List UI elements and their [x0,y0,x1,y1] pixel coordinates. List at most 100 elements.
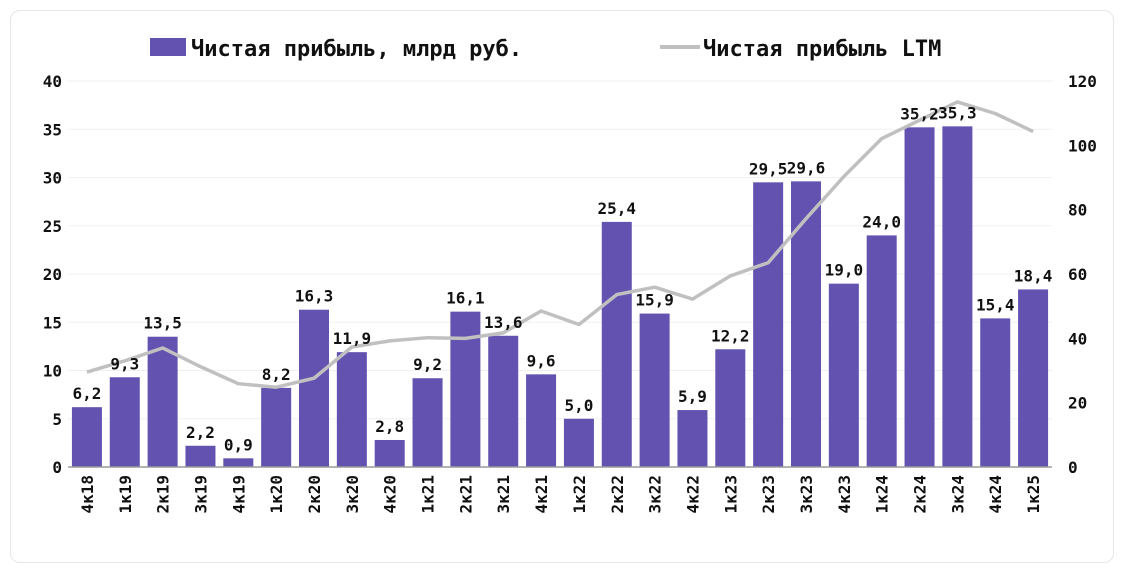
bar [601,221,632,467]
x-tick-label: 2к20 [305,475,324,514]
x-tick-label: 3к23 [797,475,816,514]
x-tick-label: 3к21 [494,475,513,514]
x-tick-label: 4к20 [381,475,400,514]
bar-data-label: 35,2 [900,104,939,123]
bar [791,181,821,468]
bar-data-label: 9,3 [110,354,139,373]
y-left-tick-label: 10 [43,362,62,381]
bar-data-label: 18,4 [1014,266,1053,285]
x-tick-label: 2к24 [911,475,930,514]
bar-data-label: 19,0 [825,261,864,280]
bar-data-label: 16,1 [446,289,485,308]
bar-data-label: 29,5 [749,159,788,178]
bar-data-label: 9,6 [527,351,556,370]
bar [412,378,443,467]
bar [488,335,519,467]
bar-data-label: 29,6 [787,158,826,177]
y-left-tick-label: 0 [52,458,62,477]
y-right-tick-label: 40 [1068,329,1087,348]
bar [336,352,367,467]
bar-data-label: 5,9 [678,387,707,406]
bar [677,410,708,467]
x-tick-label: 4к19 [229,475,248,514]
bar-data-label: 13,6 [484,313,523,332]
bar-data-label: 25,4 [598,199,637,218]
bar [866,235,897,467]
bar [109,377,140,467]
bar-data-label: 11,9 [333,329,372,348]
x-tick-label: 1к23 [721,475,740,514]
bar [1018,289,1049,467]
bar [828,283,859,467]
bar-data-label: 13,5 [143,314,182,333]
y-left-tick-label: 15 [43,313,62,332]
y-right-tick-label: 80 [1068,201,1087,220]
bar-data-label: 15,9 [635,291,674,310]
bar [563,418,594,467]
y-left-tick-label: 25 [43,217,62,236]
bar [223,458,254,467]
x-tick-label: 2к21 [456,475,475,514]
bar-data-label: 2,2 [186,423,215,442]
x-tick-label: 1к22 [570,475,589,514]
bar-data-label: 12,2 [711,326,750,345]
x-tick-label: 2к22 [608,475,627,514]
bar-data-label: 0,9 [224,435,253,454]
bar-data-label: 16,3 [295,287,334,306]
x-tick-label: 4к22 [683,475,702,514]
bar [261,387,292,467]
x-tick-label: 3к24 [948,475,967,514]
x-tick-label: 1к20 [267,475,286,514]
legend-swatch-bar [150,38,186,56]
x-tick-label: 1к21 [419,475,438,514]
bar [374,439,405,467]
y-right-tick-label: 100 [1068,136,1097,155]
y-left-tick-label: 35 [43,120,62,139]
y-left-tick-label: 20 [43,265,62,284]
bar [71,407,102,467]
bar [639,313,670,467]
x-tick-label: 3к20 [343,475,362,514]
legend-label-bar: Чистая прибыль, млрд руб. [191,37,522,62]
bar [904,127,935,467]
y-right-tick-label: 120 [1068,72,1097,91]
bar-data-label: 9,2 [413,355,442,374]
y-right-tick-label: 60 [1068,265,1087,284]
x-tick-label: 1к24 [873,475,892,514]
y-left-tick-label: 30 [43,169,62,188]
y-left-tick-label: 5 [52,410,62,429]
bar-data-label: 6,2 [72,384,101,403]
bar [753,182,784,467]
bar-data-label: 24,0 [862,212,901,231]
x-tick-label: 2к23 [759,475,778,514]
bar [526,374,557,467]
bar [450,311,481,467]
y-right-tick-label: 20 [1068,394,1087,413]
x-tick-label: 3к19 [191,475,210,514]
bar [942,126,973,467]
bar-data-label: 8,2 [262,365,291,384]
x-tick-label: 2к19 [154,475,173,514]
bar-data-label: 2,8 [375,417,404,436]
x-tick-label: 3к22 [646,475,665,514]
x-tick-label: 4к18 [78,475,97,514]
bar-data-label: 5,0 [564,396,593,415]
legend-label-line: Чистая прибыль LTM [703,37,941,62]
bar-data-label: 15,4 [976,295,1015,314]
bar [185,445,216,467]
x-tick-label: 1к25 [1024,475,1043,514]
bar [980,318,1011,467]
x-tick-label: 1к19 [116,475,135,514]
x-tick-label: 4к23 [835,475,854,514]
bar [715,349,746,467]
legend: Чистая прибыль, млрд руб. Чистая прибыль… [150,37,941,62]
y-right-tick-label: 0 [1068,458,1078,477]
y-left-tick-label: 40 [43,72,62,91]
x-tick-label: 4к21 [532,475,551,514]
x-tick-label: 4к24 [986,475,1005,514]
bar [299,309,329,467]
bar [147,336,178,467]
ltm-line [86,100,1034,389]
bar-data-label: 35,3 [938,103,977,122]
